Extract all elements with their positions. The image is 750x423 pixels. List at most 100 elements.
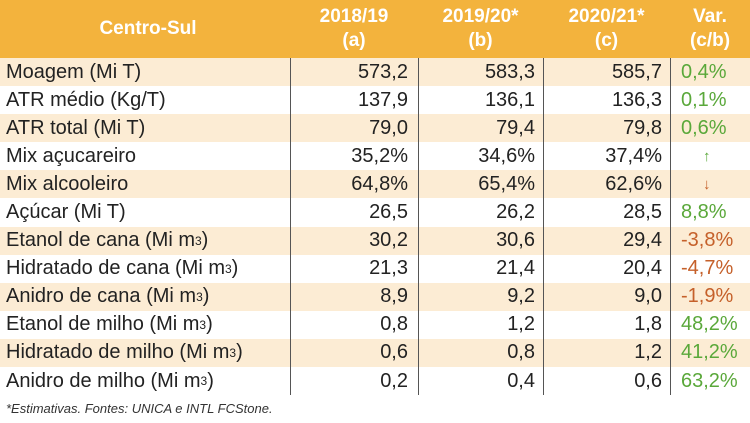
row-label-text: ATR médio (Kg/T) [6,88,166,111]
row-label: Açúcar (Mi T) [0,198,290,226]
header-col-c-year: 2020/21* [568,6,645,27]
variation-value: 41,2% [681,341,738,364]
variation-cell: 0,6% [670,114,750,143]
value-a: 30,2 [290,226,418,255]
variation-value: -3,8% [681,229,734,252]
value-b: 26,2 [418,198,543,227]
row-label-close-paren: ) [201,229,209,252]
header-region: Centro-Sul [0,0,290,58]
header-col-c-tag: (c) [594,30,619,51]
value-c: 1,8 [543,310,670,339]
row-label: Anidro de cana (Mi m 3) [6,285,210,308]
header-col-var-tag: (c/b) [689,30,731,51]
variation-value: -1,9% [681,285,734,308]
row-label-text: Hidratado de cana (Mi m [6,257,225,280]
value-b: 0,8 [418,338,543,368]
row-label: Mix alcooleiro [0,170,290,198]
variation-value: 63,2% [681,369,738,392]
data-table: Centro-Sul 2018/19 (a) 2019/20* (b) 2020… [0,0,750,396]
header-col-var-title: Var. [693,6,727,27]
value-c: 79,8 [543,114,670,143]
value-b: 1,2 [418,310,543,339]
table-header: Centro-Sul 2018/19 (a) 2019/20* (b) 2020… [0,0,750,58]
header-col-c: 2020/21* (c) [543,0,670,58]
variation-cell: 41,2% [670,338,750,368]
header-col-b-year: 2019/20* [442,6,519,27]
value-c: 0,6 [543,367,670,396]
header-col-b: 2019/20* (b) [418,0,543,58]
variation-cell: -4,7% [670,254,750,283]
value-c: 29,4 [543,226,670,255]
table-row: Anidro de cana (Mi m 3) 8,9 9,2 9,0 -1,9% [0,282,750,311]
variation-cell: 8,8% [670,198,750,227]
row-label-text: Mix açucareiro [6,144,137,167]
value-c: 37,4% [543,142,670,171]
row-label-text: Mix alcooleiro [6,172,129,195]
table-row: Etanol de cana (Mi m 3) 30,2 30,6 29,4 -3,8% [0,226,750,255]
table-row: Hidratado de milho (Mi m 3) 0,6 0,8 1,2 41,2% [0,338,750,368]
value-b: 34,6% [418,142,543,171]
row-label-text: Moagem (Mi T) [6,60,142,83]
row-label-close-paren: ) [231,257,239,280]
table-row: Etanol de milho (Mi m 3) 0,8 1,2 1,8 48,2% [0,310,750,339]
value-a: 137,9 [290,86,418,115]
variation-value: 8,8% [681,201,727,224]
table-body: Moagem (Mi T) 573,2 583,3 585,7 0,4% ATR médi… [0,58,750,396]
variation-cell: 63,2% [670,367,750,396]
row-label-text: Anidro de milho (Mi m [6,369,201,392]
value-a: 21,3 [290,254,418,283]
header-col-b-tag: (b) [468,30,493,51]
table-row: Mix alcooleiro 64,8% 65,4% 62,6% ↓ [0,170,750,199]
value-b: 583,3 [418,58,543,87]
variation-cell: 0,4% [670,58,750,87]
row-label: ATR total (Mi T) [0,114,290,142]
table-row: Anidro de milho (Mi m 3) 0,2 0,4 0,6 63,2% [0,367,750,396]
header-region-label: Centro-Sul [99,18,197,39]
row-label-close-paren: ) [207,369,214,392]
header-col-a: 2018/19 (a) [290,0,418,58]
value-c: 136,3 [543,86,670,115]
variation-value: 48,2% [681,313,738,336]
value-a: 0,6 [290,338,418,368]
variation-cell: ↑ [670,142,750,171]
table-row: Moagem (Mi T) 573,2 583,3 585,7 0,4% [0,58,750,87]
row-label-close-paren: ) [236,341,243,364]
variation-value: 0,6% [681,116,727,139]
value-a: 8,9 [290,282,418,311]
value-b: 65,4% [418,170,543,199]
value-b: 9,2 [418,282,543,311]
row-label-text: Anidro de cana (Mi m [6,285,197,308]
row-label-text: ATR total (Mi T) [6,116,146,139]
variation-value: 0,1% [681,88,727,111]
value-b: 136,1 [418,86,543,115]
value-b: 30,6 [418,226,543,255]
header-col-var: Var. (c/b) [670,0,750,58]
row-label: Etanol de cana (Mi m 3) [6,229,209,252]
row-label-text: Açúcar (Mi T) [6,201,126,224]
table-row: Mix açucareiro 35,2% 34,6% 37,4% ↑ [0,142,750,171]
row-label: Hidratado de milho (Mi m 3) [6,341,243,364]
value-a: 64,8% [290,170,418,199]
variation-value: 0,4% [681,60,727,83]
value-a: 0,2 [290,367,418,396]
table-row: ATR total (Mi T) 79,0 79,4 79,8 0,6% [0,114,750,143]
value-b: 21,4 [418,254,543,283]
variation-cell: 48,2% [670,310,750,339]
variation-cell: -3,8% [670,226,750,255]
row-label-close-paren: ) [202,285,210,308]
row-label: Mix açucareiro [0,142,290,170]
value-a: 79,0 [290,114,418,143]
footnote: *Estimativas. Fontes: UNICA e INTL FCSto… [6,401,273,416]
arrow-up-icon: ↑ [703,147,711,165]
row-label-text: Hidratado de milho (Mi m [6,341,230,364]
row-label-text: Etanol de milho (Mi m [6,313,200,336]
variation-value: -4,7% [681,257,734,280]
variation-cell: -1,9% [670,282,750,311]
value-a: 35,2% [290,142,418,171]
table-row: Hidratado de cana (Mi m 3) 21,3 21,4 20,4 -4,… [0,254,750,283]
variation-cell: 0,1% [670,86,750,115]
row-label-close-paren: ) [206,313,213,336]
header-col-a-year: 2018/19 [319,6,389,27]
value-b: 0,4 [418,367,543,396]
row-label: Moagem (Mi T) [0,58,290,86]
